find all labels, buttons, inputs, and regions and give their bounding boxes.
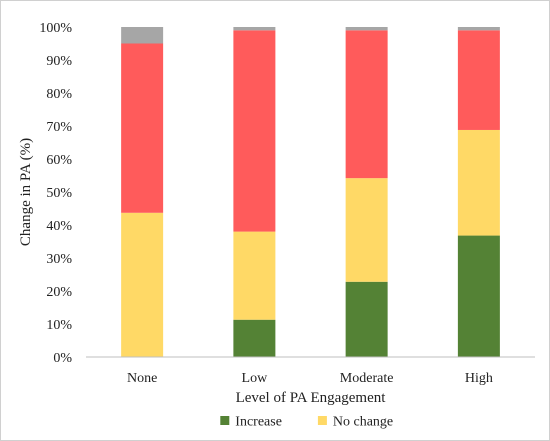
x-axis-label: Level of PA Engagement [236,390,387,406]
y-tick-label: 90% [46,54,72,69]
bar-segment-no-change-low [233,231,276,320]
x-tick-label: Low [242,371,269,386]
x-tick-label: High [465,371,493,386]
legend-label-increase: Increase [235,415,282,430]
bar-segment-increase-high [457,235,500,357]
x-tick-label: Moderate [340,371,394,386]
bar-segment-increase-moderate [345,281,388,357]
legend-label-no-change: No change [333,415,393,430]
y-tick-label: 70% [46,120,72,135]
bar-segment-series-3-high [457,30,500,130]
y-tick-label: 20% [46,285,72,300]
legend-swatch-no-change [317,416,327,425]
bar-segment-no-change-high [457,129,500,236]
y-tick-labels: 0% 10% 20% 30% 40% 50% 60% 70% 80% 90% 100% [39,21,72,366]
y-tick-label: 0% [53,351,72,366]
y-axis-label: Change in PA (%) [18,138,34,246]
bar-segment-no-change-moderate [345,178,388,282]
bar-segment-series-3-low [233,30,276,232]
y-tick-label: 10% [46,318,72,333]
bar-segment-series-4-none [121,27,164,44]
y-tick-label: 60% [46,153,72,168]
y-tick-label: 80% [46,87,72,102]
bar-segment-series-3-none [121,43,164,213]
y-tick-label: 50% [46,186,72,201]
legend-swatch-increase [220,416,230,425]
y-tick-label: 100% [39,21,72,36]
bar-segment-series-3-moderate [345,30,388,179]
legend: Increase No change [220,415,393,430]
y-tick-label: 30% [46,252,72,267]
bars-layer [121,27,500,357]
bar-segment-series-4-moderate [345,27,388,31]
bar-segment-increase-low [233,319,276,357]
bar-segment-series-4-low [233,27,276,31]
x-tick-label: None [127,371,157,386]
bar-segment-no-change-none [121,212,164,357]
bar-segment-series-4-high [457,27,500,31]
y-tick-label: 40% [46,219,72,234]
x-tick-labels: None Low Moderate High [127,371,493,386]
